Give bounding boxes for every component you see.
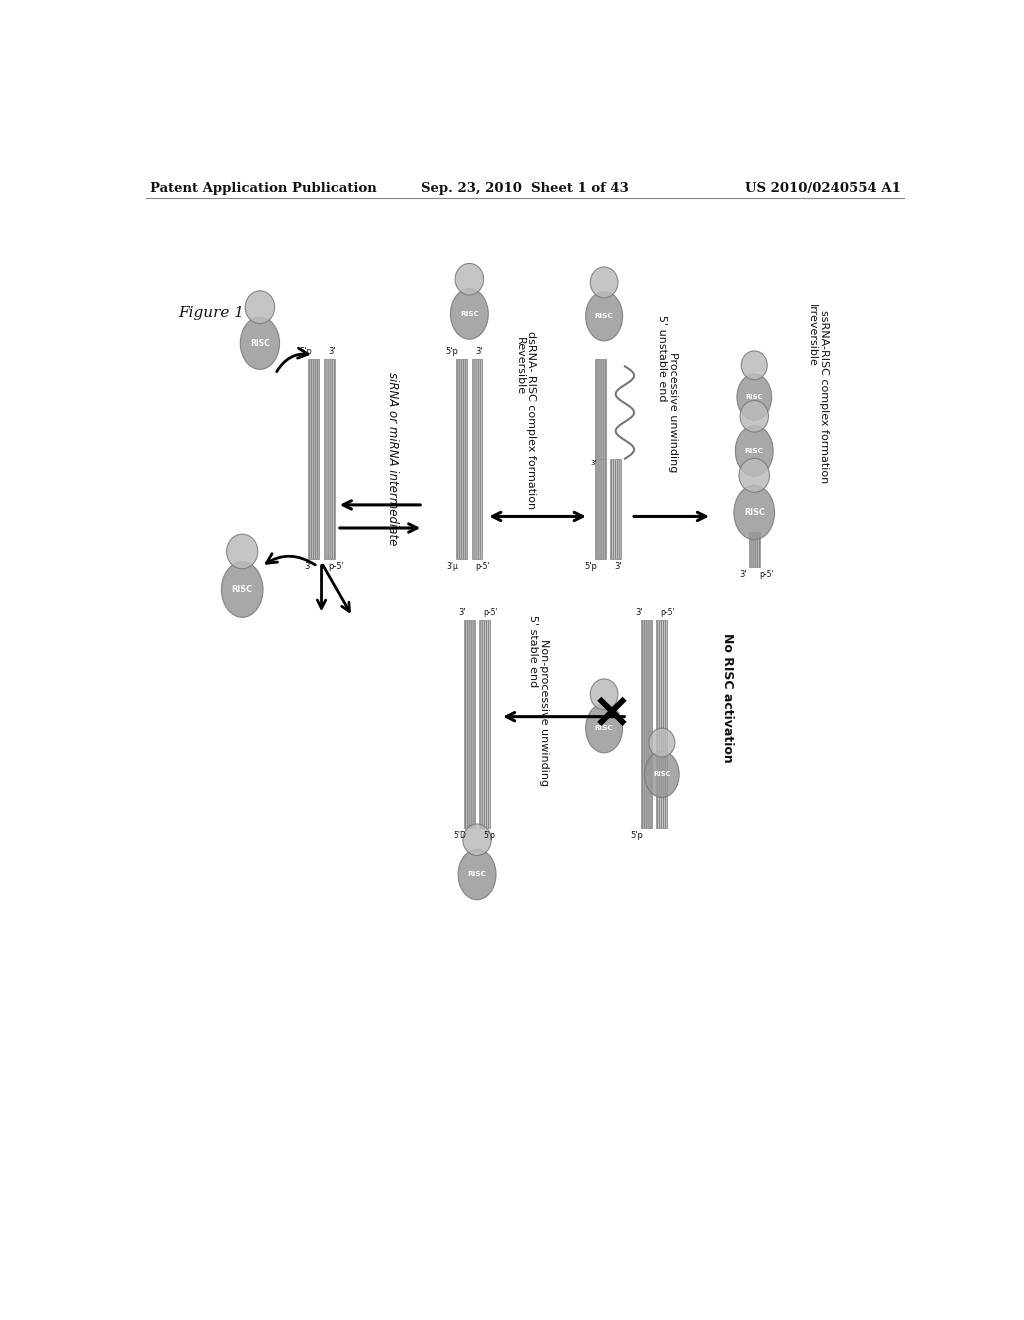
Ellipse shape bbox=[735, 426, 773, 477]
Text: RISC: RISC bbox=[468, 871, 486, 878]
Bar bbox=[464, 620, 475, 829]
Text: RISC: RISC bbox=[250, 339, 269, 347]
Text: RISC: RISC bbox=[595, 313, 613, 319]
Ellipse shape bbox=[590, 267, 617, 298]
Text: 3': 3' bbox=[614, 562, 622, 570]
Text: RISC: RISC bbox=[653, 771, 671, 777]
Text: RISC: RISC bbox=[745, 395, 763, 400]
Text: RISC: RISC bbox=[460, 312, 479, 317]
Text: RISC: RISC bbox=[743, 508, 765, 517]
Ellipse shape bbox=[734, 486, 774, 540]
Text: Processive unwinding: Processive unwinding bbox=[669, 352, 679, 473]
Text: ×: × bbox=[591, 689, 633, 737]
Text: 5'p: 5'p bbox=[299, 347, 312, 355]
Text: Irreversible: Irreversible bbox=[807, 304, 817, 367]
Ellipse shape bbox=[739, 458, 769, 492]
Ellipse shape bbox=[221, 562, 263, 618]
Bar bbox=[324, 359, 335, 558]
Text: 3': 3' bbox=[591, 461, 597, 466]
Bar bbox=[749, 532, 760, 566]
Bar bbox=[472, 359, 482, 558]
Ellipse shape bbox=[740, 400, 768, 432]
Bar bbox=[641, 620, 652, 829]
Text: Reversible: Reversible bbox=[514, 337, 524, 396]
Text: No RISC activation: No RISC activation bbox=[721, 632, 734, 762]
Ellipse shape bbox=[245, 290, 274, 323]
Ellipse shape bbox=[455, 264, 483, 294]
Text: 5'p: 5'p bbox=[445, 347, 459, 355]
Ellipse shape bbox=[226, 535, 258, 569]
Ellipse shape bbox=[463, 824, 492, 855]
Bar bbox=[610, 459, 621, 558]
Bar bbox=[308, 359, 319, 558]
Text: Sep. 23, 2010  Sheet 1 of 43: Sep. 23, 2010 Sheet 1 of 43 bbox=[421, 182, 629, 194]
Ellipse shape bbox=[241, 317, 280, 370]
Text: dsRNA- RISC complex formation: dsRNA- RISC complex formation bbox=[526, 331, 536, 510]
Text: 5' unstable end: 5' unstable end bbox=[656, 315, 667, 401]
Text: p-5': p-5' bbox=[483, 609, 498, 618]
Text: siRNA or miRNA intermediate: siRNA or miRNA intermediate bbox=[386, 372, 399, 545]
Text: Patent Application Publication: Patent Application Publication bbox=[150, 182, 377, 194]
Ellipse shape bbox=[590, 678, 617, 710]
Text: RISC: RISC bbox=[595, 725, 613, 731]
Text: ssRNA-RISC complex formation: ssRNA-RISC complex formation bbox=[818, 310, 828, 483]
Text: 3': 3' bbox=[329, 347, 336, 355]
Ellipse shape bbox=[737, 374, 772, 420]
Text: Non-processive unwinding: Non-processive unwinding bbox=[539, 639, 549, 787]
Ellipse shape bbox=[649, 729, 675, 758]
Bar bbox=[479, 620, 490, 829]
Text: RISC: RISC bbox=[231, 585, 253, 594]
Text: p-5': p-5' bbox=[329, 562, 344, 570]
Text: Figure 1: Figure 1 bbox=[178, 306, 245, 321]
Ellipse shape bbox=[644, 751, 679, 797]
Text: p-5': p-5' bbox=[759, 570, 773, 578]
Text: 3': 3' bbox=[475, 347, 483, 355]
Text: US 2010/0240554 A1: US 2010/0240554 A1 bbox=[744, 182, 900, 194]
Bar bbox=[656, 620, 668, 829]
Ellipse shape bbox=[586, 704, 623, 752]
Text: p-5': p-5' bbox=[660, 609, 675, 618]
Bar bbox=[595, 359, 605, 459]
Text: p-5': p-5' bbox=[475, 562, 490, 570]
Text: 3': 3' bbox=[636, 609, 643, 618]
Text: 5'p: 5'p bbox=[585, 562, 597, 570]
Text: 5'p: 5'p bbox=[631, 832, 643, 841]
Text: RISC: RISC bbox=[744, 447, 764, 454]
Text: 5'D: 5'D bbox=[454, 832, 466, 841]
Ellipse shape bbox=[741, 351, 767, 380]
Text: 3': 3' bbox=[459, 609, 466, 618]
Ellipse shape bbox=[586, 292, 623, 341]
Text: 3'μ: 3'μ bbox=[446, 562, 459, 570]
Text: 5'p: 5'p bbox=[483, 832, 495, 841]
Bar bbox=[595, 459, 605, 558]
Ellipse shape bbox=[451, 289, 488, 339]
Text: 3': 3' bbox=[739, 570, 746, 578]
Text: 3': 3' bbox=[305, 562, 312, 570]
Ellipse shape bbox=[458, 849, 496, 900]
Bar bbox=[457, 359, 467, 558]
Text: 5' stable end: 5' stable end bbox=[527, 615, 538, 688]
